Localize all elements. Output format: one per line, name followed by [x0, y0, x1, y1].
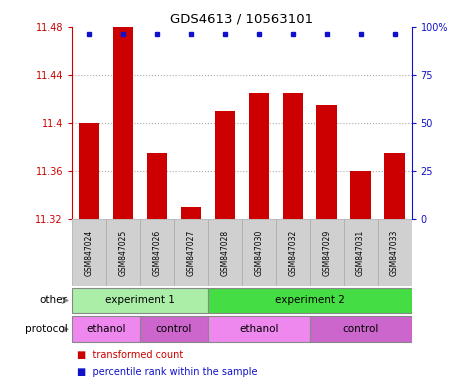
Text: GSM847025: GSM847025: [119, 229, 127, 276]
Bar: [140, 316, 208, 342]
Text: ■  percentile rank within the sample: ■ percentile rank within the sample: [77, 367, 257, 377]
Bar: [385, 153, 405, 219]
Bar: [208, 288, 412, 313]
Text: protocol: protocol: [25, 324, 67, 334]
Bar: [147, 153, 167, 219]
Bar: [215, 111, 235, 219]
Bar: [174, 219, 208, 286]
Bar: [249, 93, 269, 219]
Bar: [140, 219, 174, 286]
Bar: [72, 219, 106, 286]
Bar: [72, 288, 208, 313]
Bar: [351, 171, 371, 219]
Bar: [79, 123, 99, 219]
Text: GSM847029: GSM847029: [322, 229, 331, 276]
Bar: [181, 207, 201, 219]
Text: GSM847032: GSM847032: [288, 229, 297, 276]
Text: GSM847027: GSM847027: [186, 229, 195, 276]
Text: GSM847033: GSM847033: [390, 229, 399, 276]
Text: GSM847024: GSM847024: [85, 229, 93, 276]
Bar: [106, 219, 140, 286]
Bar: [344, 219, 378, 286]
Bar: [242, 219, 276, 286]
Text: control: control: [156, 324, 192, 334]
Bar: [310, 316, 412, 342]
Bar: [72, 316, 140, 342]
Text: ethanol: ethanol: [86, 324, 126, 334]
Text: other: other: [40, 295, 67, 306]
Bar: [310, 219, 344, 286]
Bar: [113, 27, 133, 219]
Text: ethanol: ethanol: [239, 324, 279, 334]
Bar: [317, 105, 337, 219]
Bar: [378, 219, 412, 286]
Text: GSM847031: GSM847031: [356, 229, 365, 276]
Text: GSM847026: GSM847026: [153, 229, 161, 276]
Text: GSM847030: GSM847030: [254, 229, 263, 276]
Text: GSM847028: GSM847028: [220, 229, 229, 276]
Bar: [208, 316, 310, 342]
Title: GDS4613 / 10563101: GDS4613 / 10563101: [170, 13, 313, 26]
Text: experiment 2: experiment 2: [275, 295, 345, 306]
Text: control: control: [342, 324, 379, 334]
Bar: [208, 219, 242, 286]
Text: ■  transformed count: ■ transformed count: [77, 350, 183, 360]
Text: experiment 1: experiment 1: [105, 295, 175, 306]
Bar: [276, 219, 310, 286]
Bar: [283, 93, 303, 219]
